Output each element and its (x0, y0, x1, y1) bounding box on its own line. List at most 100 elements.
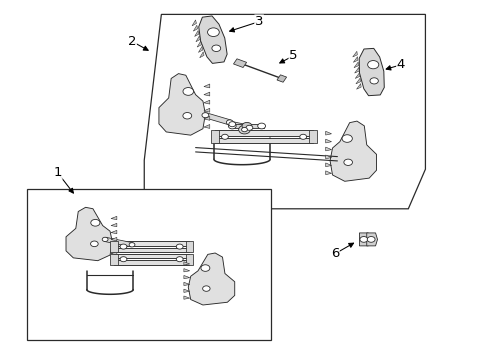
Polygon shape (203, 113, 231, 125)
Polygon shape (203, 84, 209, 88)
Circle shape (241, 127, 247, 132)
Circle shape (183, 112, 191, 119)
Polygon shape (194, 31, 199, 36)
Circle shape (201, 265, 209, 271)
Circle shape (102, 237, 108, 242)
Polygon shape (229, 124, 264, 128)
Polygon shape (111, 216, 117, 220)
Polygon shape (66, 207, 112, 261)
Circle shape (129, 243, 135, 247)
Polygon shape (198, 16, 226, 63)
Text: 1: 1 (53, 166, 62, 179)
Circle shape (183, 87, 193, 95)
Polygon shape (231, 122, 250, 130)
Circle shape (359, 237, 367, 242)
Circle shape (228, 122, 235, 127)
Polygon shape (325, 147, 331, 151)
Circle shape (176, 244, 183, 249)
Polygon shape (193, 25, 197, 31)
Circle shape (257, 123, 265, 129)
Circle shape (299, 134, 306, 139)
Text: 2: 2 (127, 35, 136, 48)
Polygon shape (325, 163, 331, 167)
Polygon shape (183, 262, 189, 265)
Polygon shape (185, 254, 193, 265)
Polygon shape (355, 78, 360, 84)
Polygon shape (203, 100, 209, 104)
Polygon shape (111, 223, 117, 227)
Polygon shape (199, 52, 203, 58)
Polygon shape (308, 130, 316, 143)
Polygon shape (354, 67, 359, 73)
Circle shape (343, 159, 352, 166)
Circle shape (221, 134, 228, 139)
Circle shape (238, 125, 250, 134)
Polygon shape (144, 14, 425, 209)
Polygon shape (366, 233, 377, 246)
Polygon shape (203, 108, 209, 112)
Circle shape (207, 28, 219, 36)
Circle shape (120, 244, 127, 249)
Polygon shape (188, 253, 234, 305)
Circle shape (228, 123, 236, 129)
Polygon shape (203, 116, 209, 120)
Polygon shape (192, 20, 196, 26)
Circle shape (211, 45, 220, 51)
Circle shape (90, 241, 98, 247)
Polygon shape (233, 59, 246, 68)
Polygon shape (111, 251, 117, 255)
Polygon shape (104, 237, 133, 247)
Polygon shape (352, 51, 357, 57)
Polygon shape (113, 254, 189, 258)
Polygon shape (183, 282, 189, 285)
Circle shape (91, 219, 100, 226)
Polygon shape (113, 241, 189, 246)
Polygon shape (211, 130, 219, 143)
Polygon shape (325, 139, 331, 143)
Circle shape (369, 78, 378, 84)
Circle shape (367, 60, 378, 69)
Polygon shape (113, 260, 189, 265)
Polygon shape (354, 73, 359, 78)
Circle shape (245, 125, 252, 130)
Circle shape (120, 257, 127, 262)
Polygon shape (183, 296, 189, 299)
Polygon shape (325, 171, 331, 175)
Circle shape (176, 257, 183, 262)
Circle shape (366, 237, 374, 242)
Text: 3: 3 (254, 15, 263, 28)
Polygon shape (111, 237, 117, 241)
Circle shape (242, 122, 251, 130)
Circle shape (226, 120, 233, 125)
Polygon shape (359, 48, 384, 96)
Polygon shape (183, 269, 189, 272)
Polygon shape (215, 130, 312, 136)
Polygon shape (197, 41, 201, 47)
Polygon shape (183, 289, 189, 292)
Text: 6: 6 (330, 247, 339, 260)
Polygon shape (325, 131, 331, 135)
Polygon shape (353, 57, 357, 62)
Text: 4: 4 (396, 58, 405, 71)
Polygon shape (359, 233, 369, 246)
Polygon shape (329, 121, 376, 181)
Polygon shape (183, 275, 189, 279)
Polygon shape (356, 84, 361, 89)
Polygon shape (111, 244, 117, 248)
Polygon shape (325, 155, 331, 159)
Bar (27, 189, 271, 340)
Polygon shape (203, 125, 209, 129)
Circle shape (202, 286, 210, 291)
Polygon shape (203, 92, 209, 96)
Polygon shape (353, 62, 358, 68)
Text: 5: 5 (288, 49, 297, 62)
Polygon shape (276, 75, 286, 82)
Polygon shape (111, 230, 117, 234)
Polygon shape (196, 36, 200, 42)
Polygon shape (185, 241, 193, 252)
Circle shape (202, 113, 208, 118)
Polygon shape (215, 138, 312, 143)
Polygon shape (109, 254, 117, 265)
Polygon shape (159, 74, 205, 135)
Circle shape (341, 135, 352, 142)
